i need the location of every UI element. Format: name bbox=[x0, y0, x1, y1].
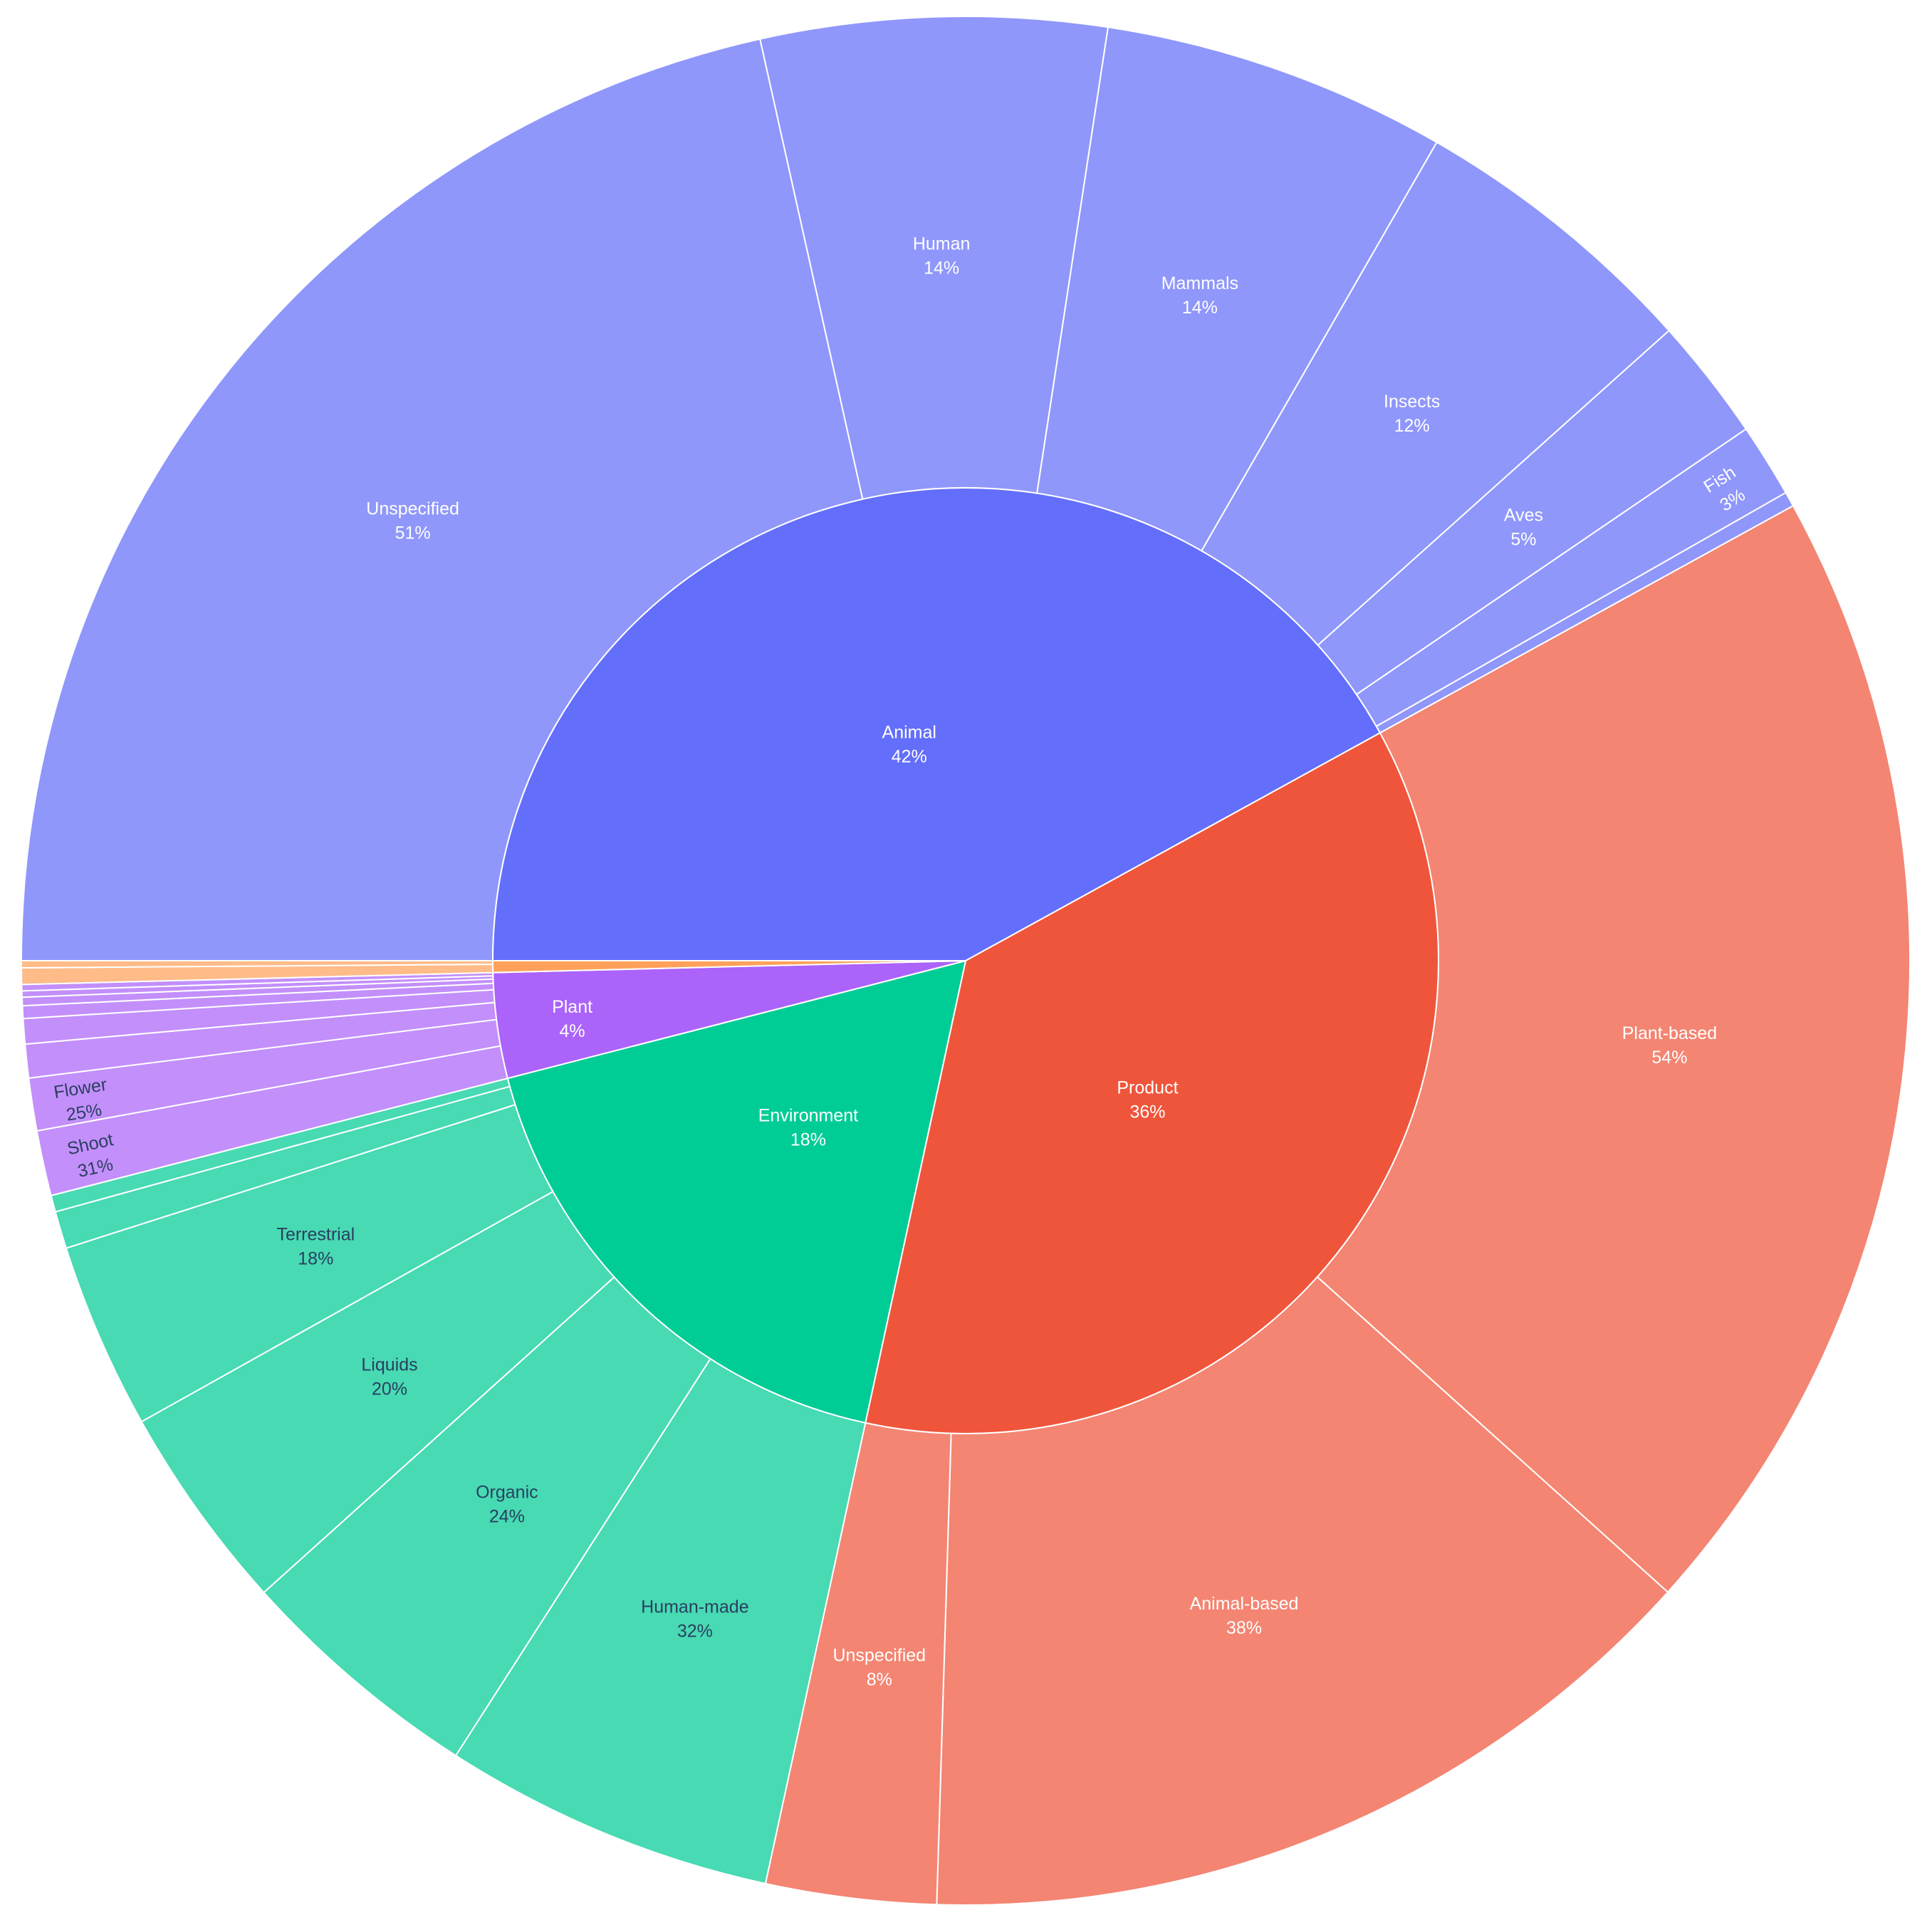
inner-ring bbox=[491, 487, 1439, 1434]
segment-product-plant-based-name: Plant-based bbox=[1622, 1023, 1717, 1043]
segment-animal-aves-pct: 5% bbox=[1510, 530, 1536, 550]
segment-environment-organic-name: Organic bbox=[476, 1482, 538, 1502]
segment-plant-pct: 4% bbox=[559, 1021, 585, 1041]
segment-product-plant-based-label: Plant-based 54% bbox=[1622, 1023, 1717, 1068]
outer-ring bbox=[20, 16, 1911, 1906]
segment-environment-human-made-pct: 32% bbox=[677, 1622, 713, 1642]
segment-animal-mammals-label: Mammals 14% bbox=[1161, 273, 1238, 318]
inner-labels: Animal 42% Product 36% Environment 18% Plant 4% bbox=[552, 722, 1179, 1149]
segment-plant-name: Plant bbox=[552, 997, 592, 1017]
segment-product-animal-based-name: Animal-based bbox=[1190, 1594, 1299, 1614]
segment-animal-insects-pct: 12% bbox=[1394, 416, 1430, 436]
segment-environment-organic-pct: 24% bbox=[489, 1506, 525, 1526]
segment-environment-liquids-pct: 20% bbox=[372, 1379, 407, 1399]
segment-product-plant-based-pct: 54% bbox=[1651, 1048, 1687, 1068]
segment-environment-name: Environment bbox=[758, 1106, 858, 1126]
segment-environment-liquids-name: Liquids bbox=[361, 1355, 417, 1374]
segment-environment-terrestrial-label: Terrestrial 18% bbox=[276, 1224, 355, 1268]
segment-product-unspecified-pct: 8% bbox=[867, 1670, 892, 1690]
segment-animal-human-pct: 14% bbox=[924, 259, 959, 278]
segment-product-unspecified-label: Unspecified 8% bbox=[832, 1646, 926, 1690]
segment-product-pct: 36% bbox=[1129, 1102, 1165, 1122]
segment-animal-human-name: Human bbox=[913, 234, 971, 254]
segment-animal[interactable] bbox=[491, 487, 1382, 961]
segment-animal-mammals-pct: 14% bbox=[1182, 298, 1218, 318]
segment-other[interactable] bbox=[491, 960, 966, 974]
segment-environment-human-made-label: Human-made 32% bbox=[641, 1597, 748, 1642]
segment-environment[interactable] bbox=[506, 959, 967, 1424]
segment-product-label: Product 36% bbox=[1117, 1078, 1178, 1122]
segment-environment-organic-label: Organic 24% bbox=[476, 1482, 538, 1526]
segment-animal-label: Animal 42% bbox=[882, 722, 936, 766]
segment-animal-human-label: Human 14% bbox=[913, 234, 971, 278]
segment-plant-label: Plant 4% bbox=[552, 997, 592, 1041]
segment-animal-pct: 42% bbox=[892, 746, 927, 766]
segment-animal-aves-name: Aves bbox=[1504, 506, 1543, 526]
segment-environment-label: Environment 18% bbox=[758, 1106, 858, 1150]
segment-animal-unspecified-name: Unspecified bbox=[366, 499, 459, 519]
segment-product-animal-based-pct: 38% bbox=[1226, 1618, 1262, 1638]
segment-animal-unspecified-pct: 51% bbox=[395, 523, 431, 543]
segment-product-name: Product bbox=[1117, 1078, 1178, 1098]
segment-environment-pct: 18% bbox=[790, 1130, 826, 1150]
segment-product[interactable] bbox=[865, 731, 1439, 1434]
segment-animal-insects-label: Insects 12% bbox=[1384, 392, 1440, 436]
segment-environment-terrestrial-name: Terrestrial bbox=[276, 1224, 355, 1244]
segment-environment-human-made-name: Human-made bbox=[641, 1597, 748, 1617]
segment-environment-liquids-label: Liquids 20% bbox=[361, 1355, 417, 1399]
segment-product-unspecified-name: Unspecified bbox=[832, 1646, 926, 1666]
segment-animal-aves-label: Aves 5% bbox=[1504, 506, 1543, 550]
segment-animal-insects-name: Insects bbox=[1384, 392, 1440, 412]
segment-animal-name: Animal bbox=[882, 722, 936, 742]
segment-animal-unspecified-label: Unspecified 51% bbox=[366, 499, 459, 543]
segment-environment-terrestrial-pct: 18% bbox=[298, 1248, 333, 1268]
segment-animal-mammals-name: Mammals bbox=[1161, 273, 1238, 293]
segment-product-animal-based-label: Animal-based 38% bbox=[1190, 1594, 1299, 1638]
